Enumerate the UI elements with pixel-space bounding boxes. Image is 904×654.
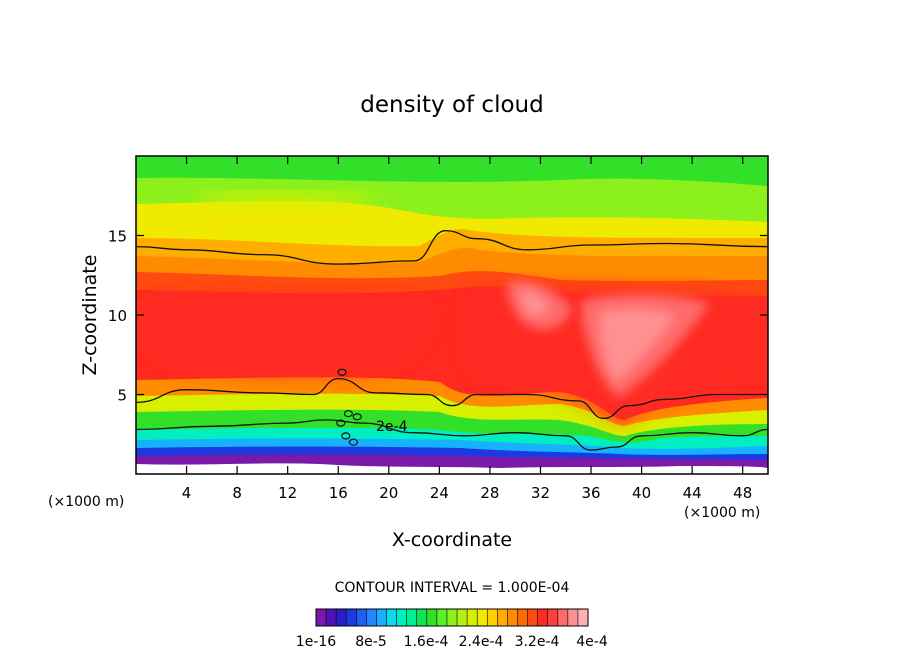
colorbar-swatch (537, 609, 548, 626)
x-tick-label: 12 (278, 484, 297, 502)
colorbar (315, 608, 589, 627)
colorbar-label: 2.4e-4 (459, 634, 504, 650)
colorbar-label: 1.6e-4 (404, 634, 449, 650)
colorbar-swatch (577, 609, 589, 626)
colorbar-swatch (336, 609, 347, 626)
colorbar-label: 3.2e-4 (515, 634, 560, 650)
colorbar-label: 8e-5 (355, 634, 386, 650)
contour-lines (136, 230, 768, 451)
colorbar-swatch (346, 609, 357, 626)
colorbar-swatch (376, 609, 387, 626)
colorbar-swatch (467, 609, 478, 626)
x-tick-label: 44 (683, 484, 702, 502)
x-tick-label: 28 (480, 484, 499, 502)
x-tick-label: 24 (430, 484, 449, 502)
colorbar-swatch (386, 609, 397, 626)
band-white-bottom (136, 463, 768, 474)
x-tick-label: 20 (379, 484, 398, 502)
x-tick-label: 8 (232, 484, 242, 502)
colorbar-swatch (406, 609, 418, 626)
x-tick-label: 48 (733, 484, 752, 502)
colorbar-swatch (547, 609, 559, 626)
colorbar-swatch (497, 609, 508, 626)
colorbar-swatch (527, 609, 538, 626)
colorbar-swatch (436, 609, 448, 626)
colorbar-swatch (446, 609, 458, 626)
x-tick-label: 36 (581, 484, 600, 502)
colorbar-label: 4e-4 (576, 634, 608, 650)
colorbar-swatch (557, 609, 569, 626)
colorbar-swatch (517, 609, 528, 626)
contour-line-upper-boundary (136, 230, 768, 265)
blob-yellow-top (200, 192, 380, 210)
blob-pink-light (599, 308, 676, 382)
y-axis-unit: (×1000 m) (48, 494, 124, 510)
y-axis-ticks: 5 10 15 (108, 228, 768, 405)
contour-loop (337, 368, 347, 376)
contour-loop (336, 419, 346, 427)
colorbar-swatch (567, 609, 579, 626)
colorbar-swatch (356, 609, 367, 626)
y-tick-label: 5 (117, 387, 127, 405)
y-axis-label: Z-coordinate (79, 255, 101, 376)
colorbar-swatch (366, 609, 377, 626)
colorbar-frame (315, 608, 589, 627)
colorbar-label: 1e-16 (296, 634, 336, 650)
colorbar-swatch (316, 609, 327, 626)
contour-loop (352, 413, 362, 421)
colorbar-swatch (416, 609, 428, 626)
chart-title: density of cloud (360, 92, 543, 118)
x-tick-label: 40 (632, 484, 651, 502)
colorbar-swatch (487, 609, 498, 626)
contour-label: 2e-4 (376, 419, 408, 435)
colorbar-swatch (477, 609, 488, 626)
x-tick-label: 16 (329, 484, 348, 502)
colorbar-swatch (457, 609, 468, 626)
contour-loop (343, 409, 353, 418)
x-axis-label: X-coordinate (392, 529, 512, 551)
colorbar-labels: 1e-16 8e-5 1.6e-4 2.4e-4 3.2e-4 4e-4 (296, 634, 608, 650)
y-tick-label: 10 (108, 307, 127, 325)
blob-pink-light-left (520, 289, 550, 316)
contour-loop (348, 438, 359, 446)
colorbar-swatch (326, 609, 337, 626)
blob-red-core-left (150, 298, 433, 374)
contour-loop (341, 432, 351, 440)
plot-area (136, 156, 768, 474)
colorbar-swatch (426, 609, 438, 626)
colorbar-swatch (507, 609, 518, 626)
contour-interval-text: CONTOUR INTERVAL = 1.000E-04 (335, 580, 570, 596)
x-axis-ticks: 4 8 12 16 20 24 28 32 36 40 44 48 (182, 156, 752, 502)
contour-line-lower-boundary (136, 377, 768, 420)
y-tick-label: 15 (108, 228, 127, 246)
colorbar-swatch (396, 609, 407, 626)
x-axis-unit: (×1000 m) (684, 505, 760, 521)
x-tick-label: 4 (182, 484, 192, 502)
contour-line-2e-4-line (136, 419, 768, 451)
x-tick-label: 32 (531, 484, 550, 502)
